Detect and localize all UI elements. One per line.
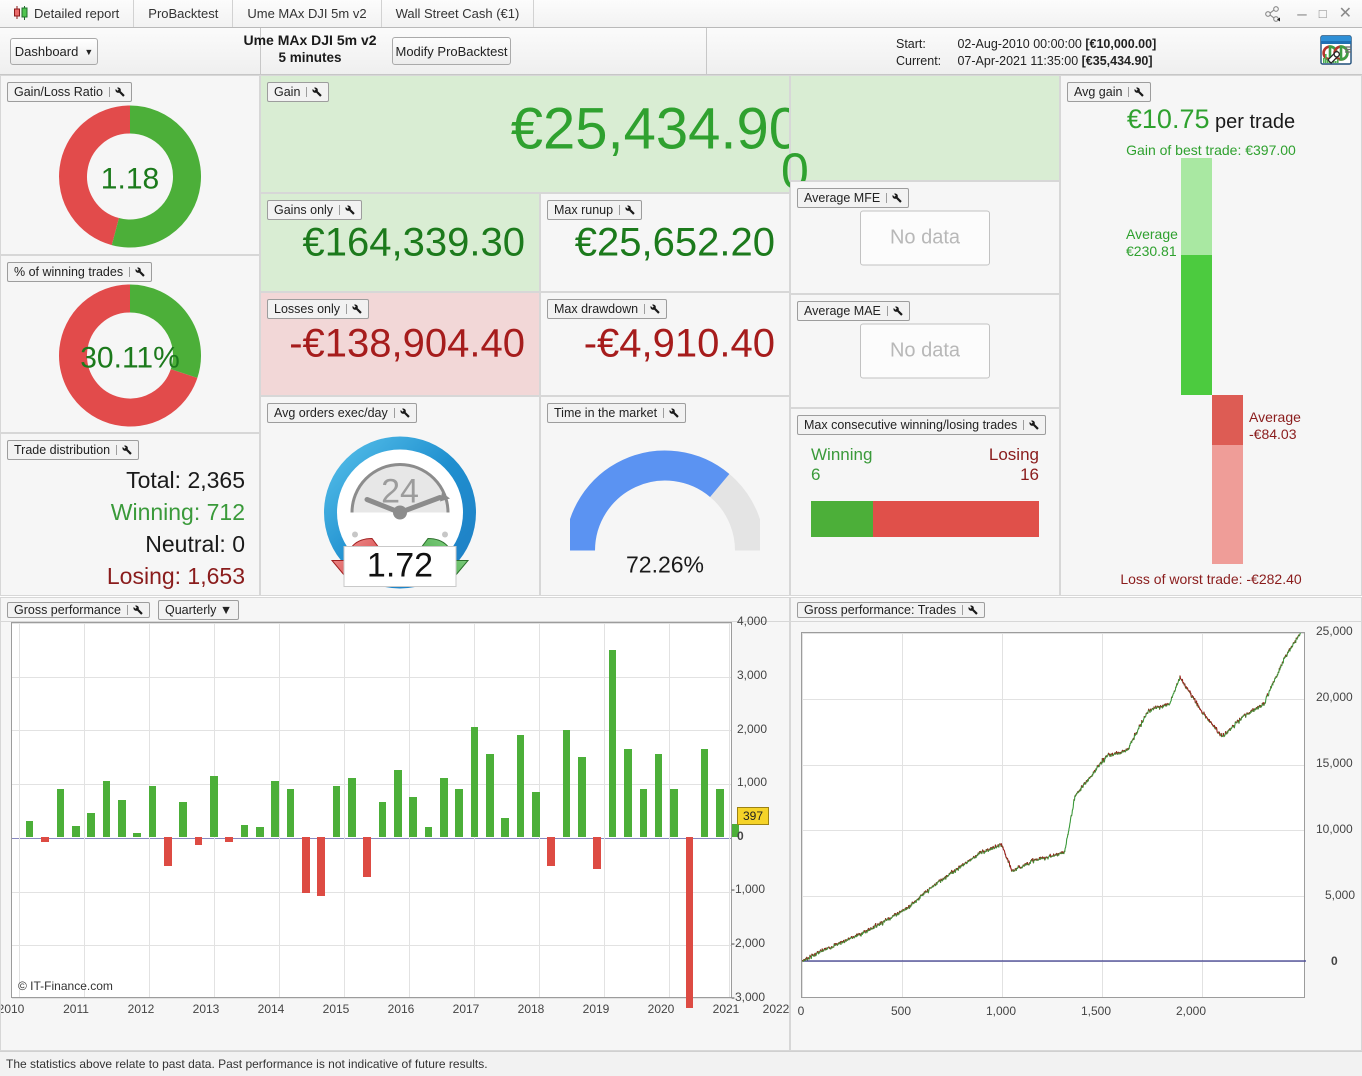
svg-text:1.72: 1.72 xyxy=(367,547,433,585)
